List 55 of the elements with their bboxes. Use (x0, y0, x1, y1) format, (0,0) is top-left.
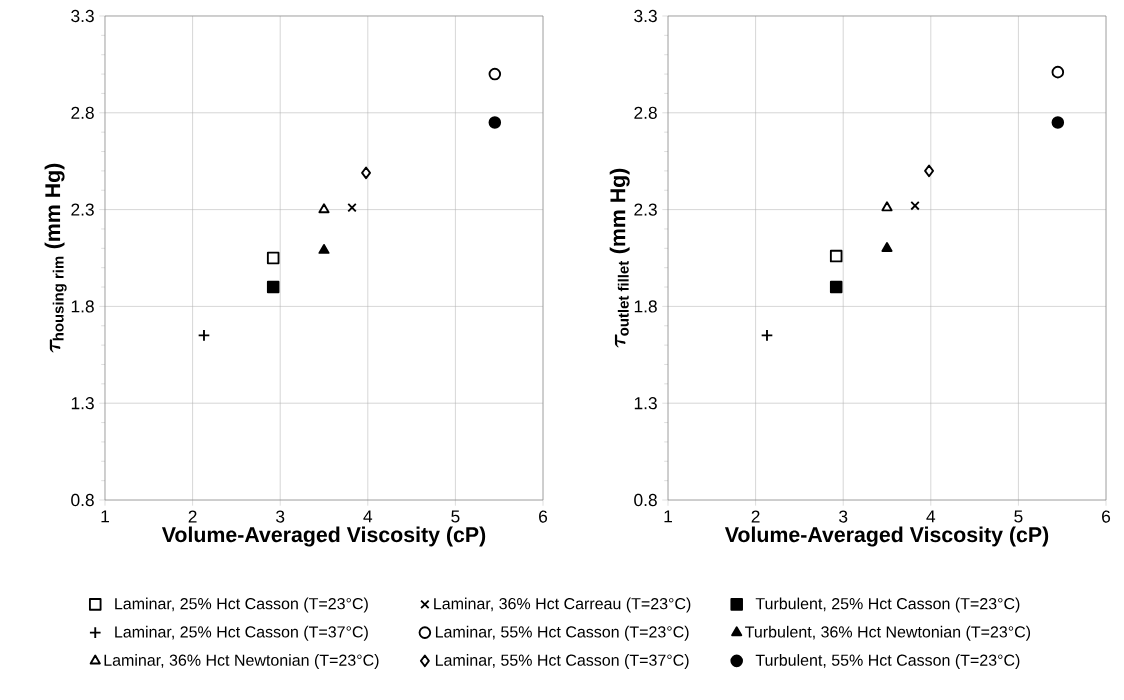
legend-label: Turbulent, 25% Hct Casson (T=23°C) (755, 597, 1020, 613)
x-tick-label: 3 (839, 510, 848, 523)
x-tick-label: 1 (664, 510, 672, 523)
point (197, 329, 211, 342)
point (488, 67, 502, 81)
legend-label: Turbulent, 36% Hct Newtonian (T=23°C) (745, 625, 1031, 641)
x-tick-label: 4 (363, 510, 373, 523)
point (266, 251, 280, 265)
legend-label: Laminar, 36% Hct Carreau (T=23°C) (434, 597, 691, 613)
point (760, 329, 774, 342)
legend-label: Laminar, 25% Hct Casson (T=37°C) (115, 625, 368, 641)
y-tick-label: 2.3 (634, 203, 657, 216)
point (318, 203, 330, 214)
point (924, 164, 934, 178)
y-tick-label: 2.8 (634, 106, 657, 119)
point (829, 280, 843, 294)
x-tick-label: 4 (926, 510, 936, 523)
legend-label: Laminar, 36% Hct Newtonian (T=23°C) (104, 654, 379, 669)
y-tick-label: 1.8 (71, 300, 94, 313)
point (1051, 65, 1065, 79)
point (910, 201, 920, 211)
point (881, 201, 893, 212)
y-tick-label: 1.3 (71, 397, 94, 410)
y-tick-label: 1.8 (634, 300, 657, 313)
point (318, 243, 330, 254)
point (829, 249, 843, 263)
x-axis-title: Volume-Averaged Viscosity (cP) (161, 526, 486, 547)
x-tick-label: 6 (1102, 510, 1111, 523)
point (347, 202, 357, 213)
y-tick-label: 3.3 (71, 9, 94, 23)
x-tick-label: 6 (539, 510, 548, 523)
legend-label: Laminar, 55% Hct Casson (T=23°C) (435, 625, 689, 641)
x-tick-label: 2 (188, 510, 197, 523)
point (266, 280, 280, 294)
y-tick-label: 2.8 (71, 106, 94, 119)
x-tick-label: 5 (1014, 510, 1023, 523)
legend-label: Laminar, 55% Hct Casson (T=37°C) (435, 654, 689, 669)
x-tick-label: 3 (276, 510, 285, 523)
legend-label: Turbulent, 55% Hct Casson (T=23°C) (755, 654, 1020, 669)
y-tick-label: 0.8 (71, 493, 94, 507)
y-axis-title: $\boldsymbol{\tau}_{\textbf{housing rim}}\textbf{ (mm Hg)}$ (44, 163, 67, 353)
x-tick-label: 5 (451, 510, 460, 523)
y-tick-label: 2.3 (71, 203, 94, 216)
x-tick-label: 1 (101, 510, 109, 523)
point (1051, 116, 1065, 129)
legend-label: Laminar, 25% Hct Casson (T=23°C) (115, 597, 368, 613)
x-axis-title: Volume-Averaged Viscosity (cP) (724, 526, 1049, 547)
y-tick-label: 1.3 (634, 397, 657, 410)
y-axis-title: $\boldsymbol{\tau}_{\textbf{outlet fillet}}\textbf{ (mm Hg)}$ (609, 168, 630, 348)
point (361, 166, 371, 180)
y-tick-label: 3.3 (634, 9, 657, 23)
point (881, 242, 893, 252)
x-tick-label: 2 (751, 510, 760, 523)
point (488, 116, 502, 129)
y-tick-label: 0.8 (634, 493, 657, 507)
